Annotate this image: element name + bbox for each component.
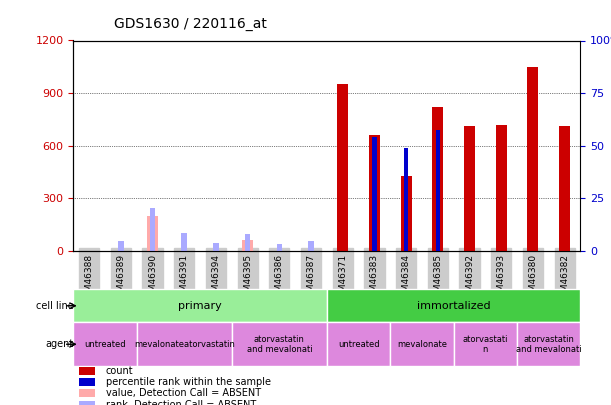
FancyBboxPatch shape bbox=[390, 322, 453, 366]
Bar bbox=[432, 107, 444, 251]
Text: cell line: cell line bbox=[35, 301, 73, 311]
Text: atorvastati
n: atorvastati n bbox=[463, 335, 508, 354]
FancyBboxPatch shape bbox=[453, 322, 517, 366]
FancyBboxPatch shape bbox=[73, 322, 137, 366]
Bar bbox=[309, 241, 314, 251]
Bar bbox=[337, 84, 348, 251]
Bar bbox=[369, 135, 380, 251]
Text: immortalized: immortalized bbox=[417, 301, 491, 311]
Bar bbox=[245, 234, 251, 251]
Bar bbox=[79, 378, 95, 386]
Bar bbox=[277, 244, 282, 251]
Text: value, Detection Call = ABSENT: value, Detection Call = ABSENT bbox=[106, 388, 261, 398]
Bar bbox=[150, 208, 155, 251]
FancyBboxPatch shape bbox=[327, 322, 390, 366]
Bar bbox=[401, 176, 412, 251]
Text: mevalonateatorvastatin: mevalonateatorvastatin bbox=[134, 340, 235, 349]
Bar bbox=[118, 241, 123, 251]
Bar bbox=[372, 137, 376, 251]
Text: GDS1630 / 220116_at: GDS1630 / 220116_at bbox=[114, 17, 267, 31]
Bar bbox=[404, 147, 408, 251]
Bar bbox=[559, 126, 570, 251]
Text: untreated: untreated bbox=[338, 340, 379, 349]
Bar bbox=[527, 67, 538, 251]
Bar bbox=[79, 367, 95, 375]
Text: primary: primary bbox=[178, 301, 222, 311]
Bar bbox=[242, 240, 253, 251]
Bar bbox=[213, 243, 219, 251]
Text: atorvastatin
and mevalonati: atorvastatin and mevalonati bbox=[516, 335, 582, 354]
Text: count: count bbox=[106, 366, 133, 375]
Text: percentile rank within the sample: percentile rank within the sample bbox=[106, 377, 271, 387]
Bar bbox=[79, 389, 95, 397]
Bar bbox=[147, 216, 158, 251]
Text: untreated: untreated bbox=[84, 340, 126, 349]
FancyBboxPatch shape bbox=[232, 322, 327, 366]
Text: mevalonate: mevalonate bbox=[397, 340, 447, 349]
FancyBboxPatch shape bbox=[517, 322, 580, 366]
FancyBboxPatch shape bbox=[137, 322, 232, 366]
Bar bbox=[181, 232, 187, 251]
Bar bbox=[436, 130, 440, 251]
Text: atorvastatin
and mevalonati: atorvastatin and mevalonati bbox=[246, 335, 312, 354]
FancyBboxPatch shape bbox=[73, 289, 327, 322]
FancyBboxPatch shape bbox=[327, 289, 580, 322]
Bar bbox=[464, 126, 475, 251]
Bar bbox=[496, 125, 507, 251]
Text: agent: agent bbox=[45, 339, 73, 349]
Text: rank, Detection Call = ABSENT: rank, Detection Call = ABSENT bbox=[106, 400, 256, 405]
Bar bbox=[79, 401, 95, 405]
